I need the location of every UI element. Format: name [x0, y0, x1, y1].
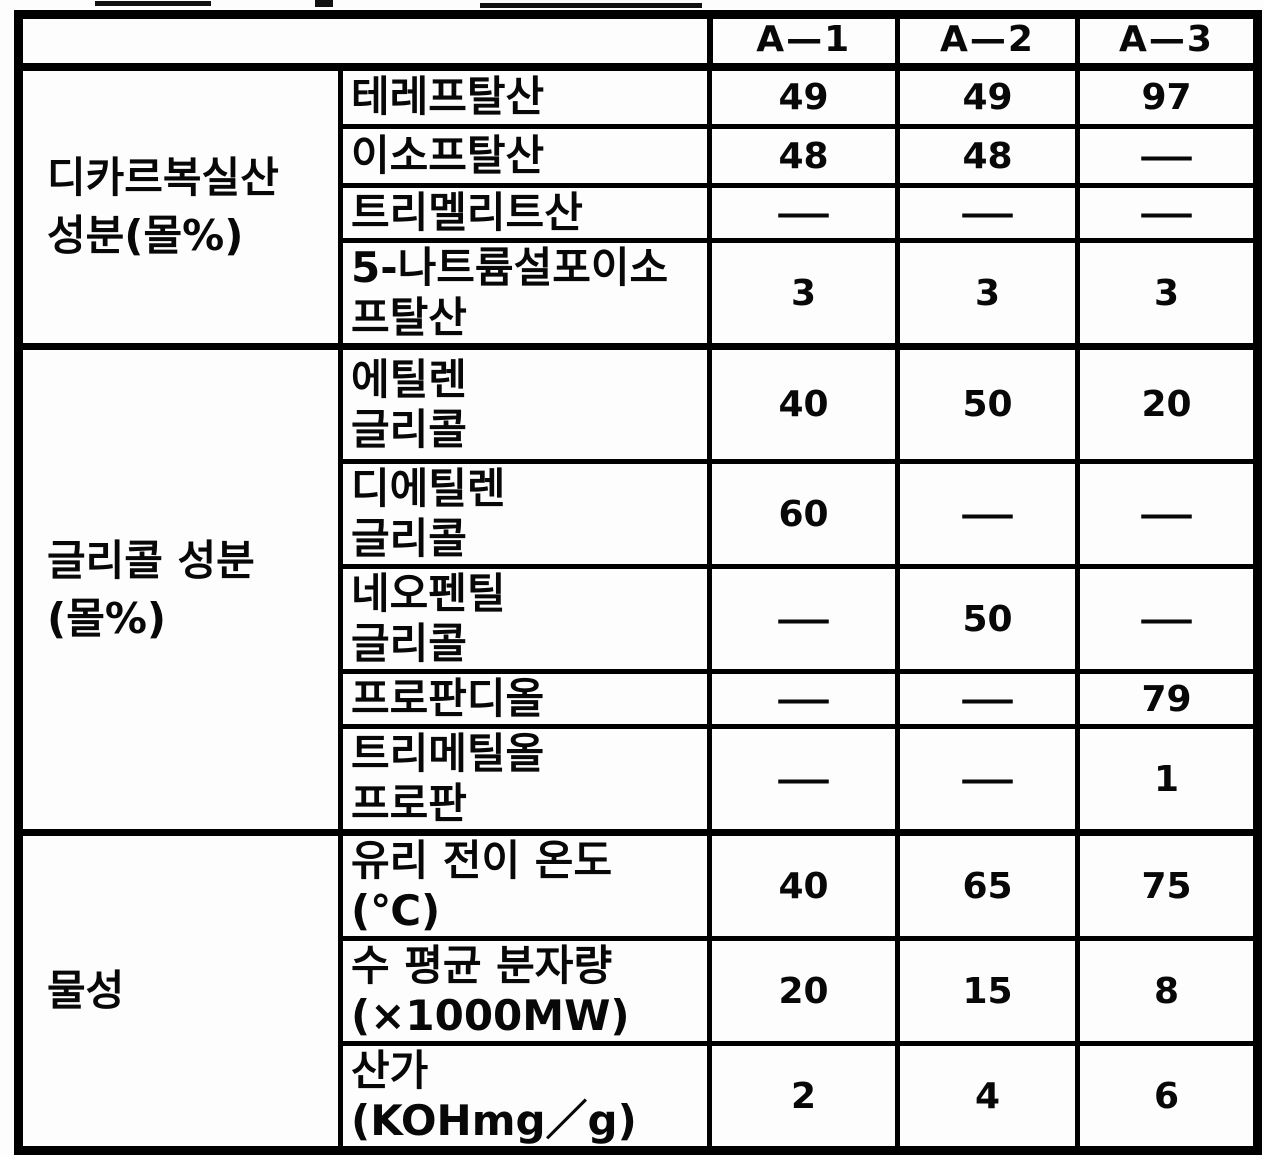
row-label-line: 트리멜리트산 [351, 188, 707, 238]
value-cell: 79 [1078, 672, 1258, 727]
column-header-a2: A—2 [898, 15, 1078, 67]
value-cell: — [710, 727, 898, 833]
value-cell: — [1078, 567, 1258, 672]
scan-artifact [315, 0, 333, 7]
value-cell: 75 [1078, 833, 1258, 939]
value-cell: — [898, 186, 1078, 241]
row-label-line: 수 평균 분자량 [351, 941, 707, 991]
value-cell: — [898, 462, 1078, 567]
row-label-line: 이소프탈산 [351, 131, 707, 181]
row-label-cell: 트리멜리트산 [341, 186, 710, 241]
value-cell: — [1078, 186, 1258, 241]
value-cell: 3 [898, 241, 1078, 347]
scan-artifact [95, 1, 211, 6]
value-cell: — [710, 672, 898, 727]
value-cell: 49 [898, 67, 1078, 127]
value-cell: 60 [710, 462, 898, 567]
column-header-a1: A—1 [710, 15, 898, 67]
value-cell: — [1078, 127, 1258, 186]
value-cell: 3 [1078, 241, 1258, 347]
table-header-row: A—1 A—2 A—3 [19, 15, 1258, 67]
row-label-line: (℃) [351, 886, 707, 936]
value-cell: 8 [1078, 939, 1258, 1044]
row-label-line: 프탈산 [351, 293, 707, 343]
value-cell: — [710, 186, 898, 241]
value-cell: 65 [898, 833, 1078, 939]
column-header-a3: A—3 [1078, 15, 1258, 67]
row-label-line: 글리콜 [351, 514, 707, 564]
row-label-cell: 프로판디올 [341, 672, 710, 727]
value-cell: 50 [898, 567, 1078, 672]
value-cell: 1 [1078, 727, 1258, 833]
row-label-line: 디에틸렌 [351, 464, 707, 514]
row-label-line: 에틸렌 [351, 355, 707, 405]
value-cell: — [898, 727, 1078, 833]
value-cell: 40 [710, 347, 898, 462]
row-label-line: (KOHmg／g) [351, 1096, 707, 1146]
row-label-line: (×1000MW) [351, 991, 707, 1041]
value-cell: 48 [710, 127, 898, 186]
row-label-line: 글리콜 [351, 619, 707, 669]
value-cell: 97 [1078, 67, 1258, 127]
group-label-line: 글리콜 성분 [47, 532, 338, 590]
group-label-cell: 글리콜 성분(몰%) [19, 347, 341, 833]
value-cell: 50 [898, 347, 1078, 462]
value-cell: 2 [710, 1044, 898, 1151]
value-cell: 4 [898, 1044, 1078, 1151]
value-cell: 20 [710, 939, 898, 1044]
row-label-line: 프로판 [351, 779, 707, 829]
group-label-line: 성분(몰%) [47, 207, 338, 265]
value-cell: 6 [1078, 1044, 1258, 1151]
value-cell: 15 [898, 939, 1078, 1044]
value-cell: — [710, 567, 898, 672]
row-label-line: 글리콜 [351, 405, 707, 455]
row-label-cell: 유리 전이 온도(℃) [341, 833, 710, 939]
group-label-cell: 물성 [19, 833, 341, 1151]
value-cell: 40 [710, 833, 898, 939]
row-label-line: 5-나트륨설포이소 [351, 243, 707, 293]
group-label-line: (몰%) [47, 590, 338, 648]
value-cell: — [898, 672, 1078, 727]
row-label-line: 네오펜틸 [351, 569, 707, 619]
value-cell: 49 [710, 67, 898, 127]
group-label-line: 물성 [47, 962, 338, 1020]
row-label-line: 프로판디올 [351, 674, 707, 724]
row-label-cell: 수 평균 분자량(×1000MW) [341, 939, 710, 1044]
header-corner-cell [19, 15, 710, 67]
scan-artifact [480, 3, 702, 8]
row-label-line: 산가 [351, 1046, 707, 1096]
row-label-line: 트리메틸올 [351, 729, 707, 779]
value-cell: 3 [710, 241, 898, 347]
value-cell: — [1078, 462, 1258, 567]
row-label-line: 유리 전이 온도 [351, 836, 707, 886]
row-label-cell: 테레프탈산 [341, 67, 710, 127]
value-cell: 20 [1078, 347, 1258, 462]
row-label-line: 테레프탈산 [351, 72, 707, 122]
row-label-cell: 산가(KOHmg／g) [341, 1044, 710, 1151]
row-label-cell: 이소프탈산 [341, 127, 710, 186]
group-label-line: 디카르복실산 [47, 149, 338, 207]
value-cell: 48 [898, 127, 1078, 186]
